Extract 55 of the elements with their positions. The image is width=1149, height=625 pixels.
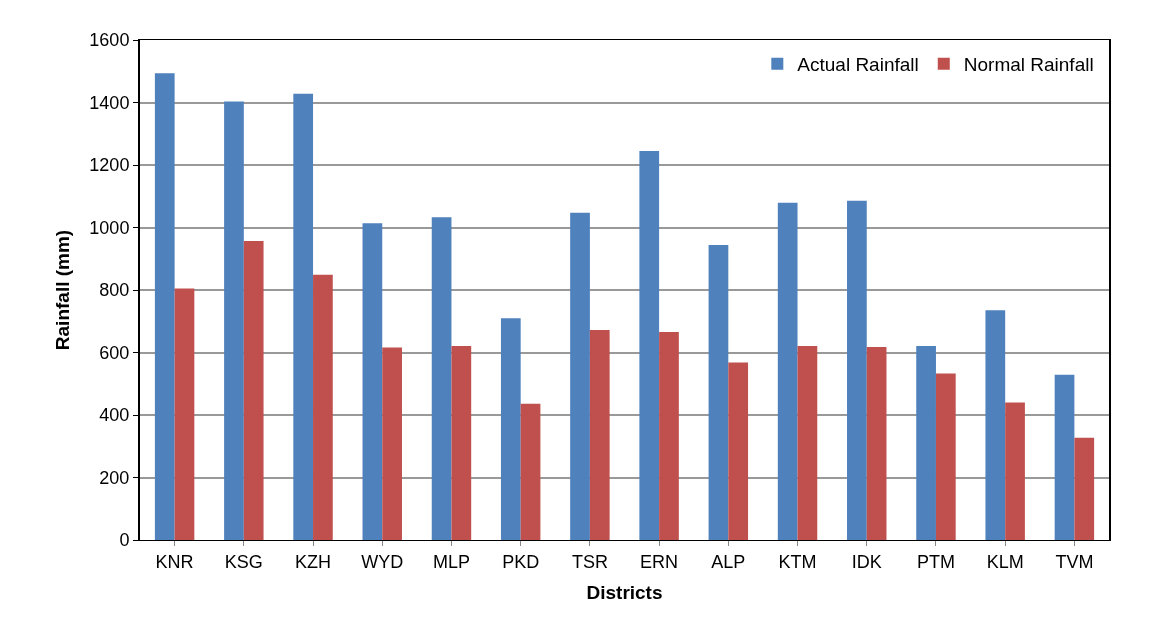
bar xyxy=(243,240,264,540)
bar xyxy=(362,223,383,540)
bar xyxy=(866,346,887,540)
bar xyxy=(728,362,749,540)
bar xyxy=(916,345,936,540)
bar xyxy=(431,217,452,540)
bar xyxy=(777,202,798,540)
bar xyxy=(1074,437,1095,540)
x-tick-label: MLP xyxy=(432,551,470,572)
bar xyxy=(224,101,244,540)
x-tick-label: KZH xyxy=(295,551,332,572)
bar xyxy=(935,373,956,540)
bar xyxy=(639,150,660,540)
bar xyxy=(847,200,867,540)
y-tick-label: 1400 xyxy=(89,92,130,113)
y-axis-title: Rainfall (mm) xyxy=(51,229,73,351)
x-tick-label: IDK xyxy=(851,551,882,572)
bar xyxy=(1054,374,1075,540)
x-axis-title: Districts xyxy=(586,582,663,604)
bar xyxy=(985,310,1006,540)
y-tick-label: 600 xyxy=(99,342,130,363)
y-tick-label: 200 xyxy=(99,467,130,488)
bar xyxy=(174,288,195,540)
bar xyxy=(500,318,521,540)
bar xyxy=(451,345,472,540)
bar xyxy=(313,274,333,540)
x-tick-label: KSG xyxy=(224,551,263,572)
bar xyxy=(570,212,590,540)
legend-label: Actual Rainfall xyxy=(797,54,919,76)
x-tick-label: ALP xyxy=(711,551,746,572)
bar xyxy=(382,347,402,540)
x-tick-label: KLM xyxy=(986,551,1024,572)
bar xyxy=(589,330,610,540)
legend-label: Normal Rainfall xyxy=(963,54,1094,76)
bar xyxy=(708,245,729,540)
y-tick-label: 1600 xyxy=(89,30,130,51)
x-tick-label: WYD xyxy=(361,551,404,572)
y-tick-label: 0 xyxy=(119,530,130,551)
bar xyxy=(1005,402,1025,540)
x-tick-label: PTM xyxy=(916,551,955,572)
y-tick-label: 400 xyxy=(99,405,130,426)
x-tick-label: PKD xyxy=(502,551,540,572)
bar xyxy=(659,331,679,540)
x-tick-label: TSR xyxy=(571,551,608,572)
x-tick-label: ERN xyxy=(640,551,679,572)
y-tick-label: 1200 xyxy=(89,155,130,176)
x-tick-label: TVM xyxy=(1055,551,1094,572)
y-tick-label: 800 xyxy=(99,280,130,301)
bar xyxy=(154,73,175,540)
x-tick-label: KNR xyxy=(155,551,194,572)
y-tick-label: 1000 xyxy=(89,217,130,238)
bar xyxy=(520,403,541,540)
x-tick-label: KTM xyxy=(778,551,817,572)
bar xyxy=(797,345,818,540)
bar xyxy=(293,93,314,540)
